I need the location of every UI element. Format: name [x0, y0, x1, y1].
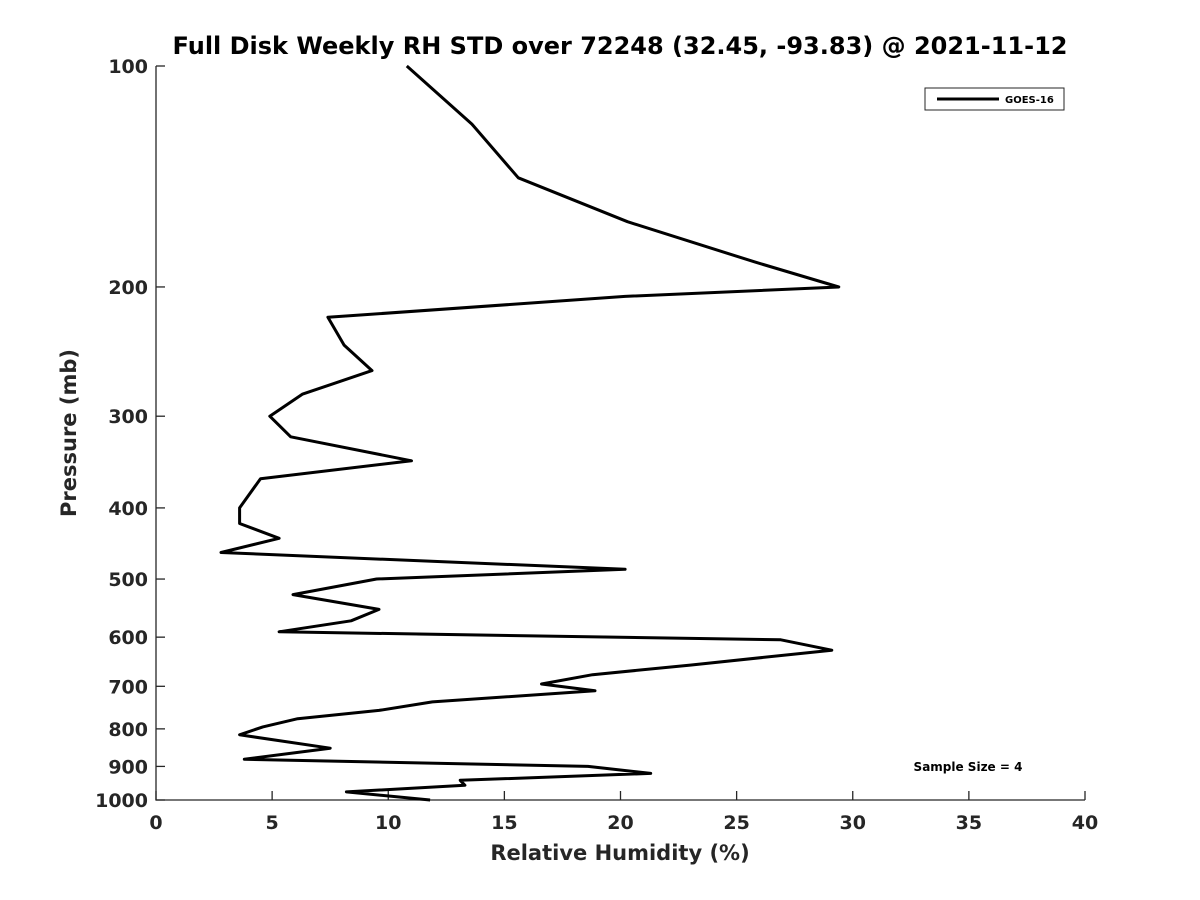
- x-axis-label: Relative Humidity (%): [490, 841, 749, 865]
- y-tick-label: 1000: [95, 790, 148, 812]
- y-tick-label: 800: [108, 719, 148, 741]
- legend: GOES-16: [924, 87, 1065, 111]
- y-tick-label: 100: [108, 56, 148, 78]
- goes-16-line: [219, 64, 841, 802]
- x-tick-label: 15: [491, 812, 517, 834]
- legend-entry-goes-16: GOES-16: [1005, 95, 1054, 106]
- x-tick-label: 35: [956, 812, 982, 834]
- plot-axes: [155, 66, 1085, 801]
- y-tick-label: 700: [108, 676, 148, 698]
- y-tick-label: 300: [108, 406, 148, 428]
- y-tick-label: 900: [108, 756, 148, 778]
- y-tick-label: 200: [108, 277, 148, 299]
- x-axis-ticks: 0 5 10 15 20 25 30 35 40: [149, 791, 1098, 834]
- x-tick-label: 0: [149, 812, 162, 834]
- y-axis-label: Pressure (mb): [57, 349, 81, 517]
- x-tick-label: 30: [840, 812, 866, 834]
- x-tick-label: 20: [607, 812, 633, 834]
- y-tick-label: 400: [108, 498, 148, 520]
- x-tick-label: 25: [723, 812, 749, 834]
- y-tick-label: 600: [108, 627, 148, 649]
- x-tick-label: 5: [266, 812, 279, 834]
- y-tick-label: 500: [108, 569, 148, 591]
- x-tick-label: 10: [375, 812, 401, 834]
- x-tick-label: 40: [1072, 812, 1098, 834]
- sample-size-annotation: Sample Size = 4: [914, 760, 1023, 774]
- chart-title: Full Disk Weekly RH STD over 72248 (32.4…: [173, 32, 1068, 60]
- y-axis-ticks: 100 200 300 400 500 600 700 800 900 1000: [95, 56, 165, 812]
